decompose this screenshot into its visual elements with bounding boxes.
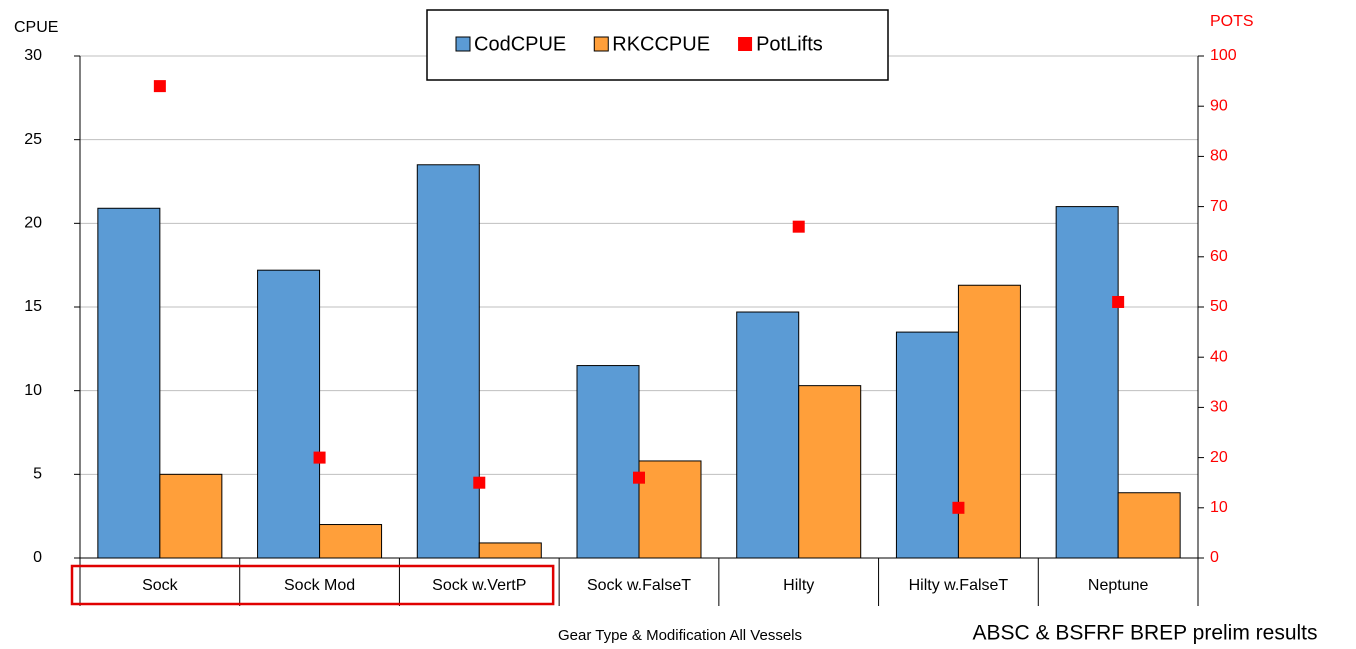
bar xyxy=(736,311,800,559)
marker xyxy=(153,80,166,93)
legend-swatch xyxy=(738,37,753,51)
y2-tick-label: 30 xyxy=(1210,399,1228,416)
y-tick-label: 15 xyxy=(24,298,42,315)
note: ABSC & BSFRF BREP prelim results xyxy=(972,622,1317,645)
bar xyxy=(1117,492,1181,559)
y2-tick-label: 10 xyxy=(1210,499,1228,516)
bar xyxy=(319,524,383,559)
legend-box xyxy=(426,9,889,81)
bar xyxy=(1055,206,1119,559)
legend-swatch xyxy=(455,36,471,52)
y2-tick-label: 100 xyxy=(1210,47,1237,64)
x-tick-label: Sock Mod xyxy=(284,577,355,594)
bar xyxy=(798,385,862,559)
y-tick-label: 10 xyxy=(24,382,42,399)
y2-tick-label: 40 xyxy=(1210,348,1228,365)
marker xyxy=(473,476,486,489)
marker xyxy=(792,220,805,233)
x-tick-label: Sock w.FalseT xyxy=(587,577,691,594)
y2-tick-label: 70 xyxy=(1210,198,1228,215)
y2-tick-label: 80 xyxy=(1210,148,1228,165)
bar xyxy=(97,207,161,559)
y-tick-label: 25 xyxy=(24,131,42,148)
x-tick-label: Sock w.VertP xyxy=(432,577,526,594)
y2-tick-label: 90 xyxy=(1210,97,1228,114)
bar xyxy=(478,542,542,559)
legend-label: PotLifts xyxy=(756,33,823,55)
legend-swatch xyxy=(593,36,609,52)
highlight-box xyxy=(70,564,555,606)
x-tick-label: Hilty xyxy=(783,577,814,594)
y2-tick-label: 60 xyxy=(1210,248,1228,265)
marker xyxy=(1112,295,1125,308)
y2-tick-label: 20 xyxy=(1210,449,1228,466)
x-tick-label: Sock xyxy=(142,577,179,594)
marker xyxy=(952,501,965,514)
marker xyxy=(313,451,326,464)
legend-label: RKCCPUE xyxy=(612,33,710,55)
y2-tick-label: 50 xyxy=(1210,298,1228,315)
y-axis-title: CPUE xyxy=(14,19,58,36)
x-axis-title: Gear Type & Modification All Vessels xyxy=(558,627,802,644)
bar xyxy=(638,460,702,559)
bar xyxy=(257,269,321,559)
y-tick-label: 20 xyxy=(24,215,42,232)
y-tick-label: 0 xyxy=(33,549,42,566)
bar xyxy=(416,164,480,559)
x-tick-label: Neptune xyxy=(1088,577,1149,594)
y-tick-label: 5 xyxy=(33,466,42,483)
bar xyxy=(159,473,223,559)
bar xyxy=(576,365,640,559)
y-tick-label: 30 xyxy=(24,47,42,64)
legend-label: CodCPUE xyxy=(474,33,566,55)
y2-tick-label: 0 xyxy=(1210,549,1219,566)
bar xyxy=(895,331,959,559)
x-tick-label: Hilty w.FalseT xyxy=(909,577,1009,594)
bar xyxy=(957,284,1021,559)
marker xyxy=(633,471,645,484)
y2-axis-title: POTS xyxy=(1210,13,1254,30)
